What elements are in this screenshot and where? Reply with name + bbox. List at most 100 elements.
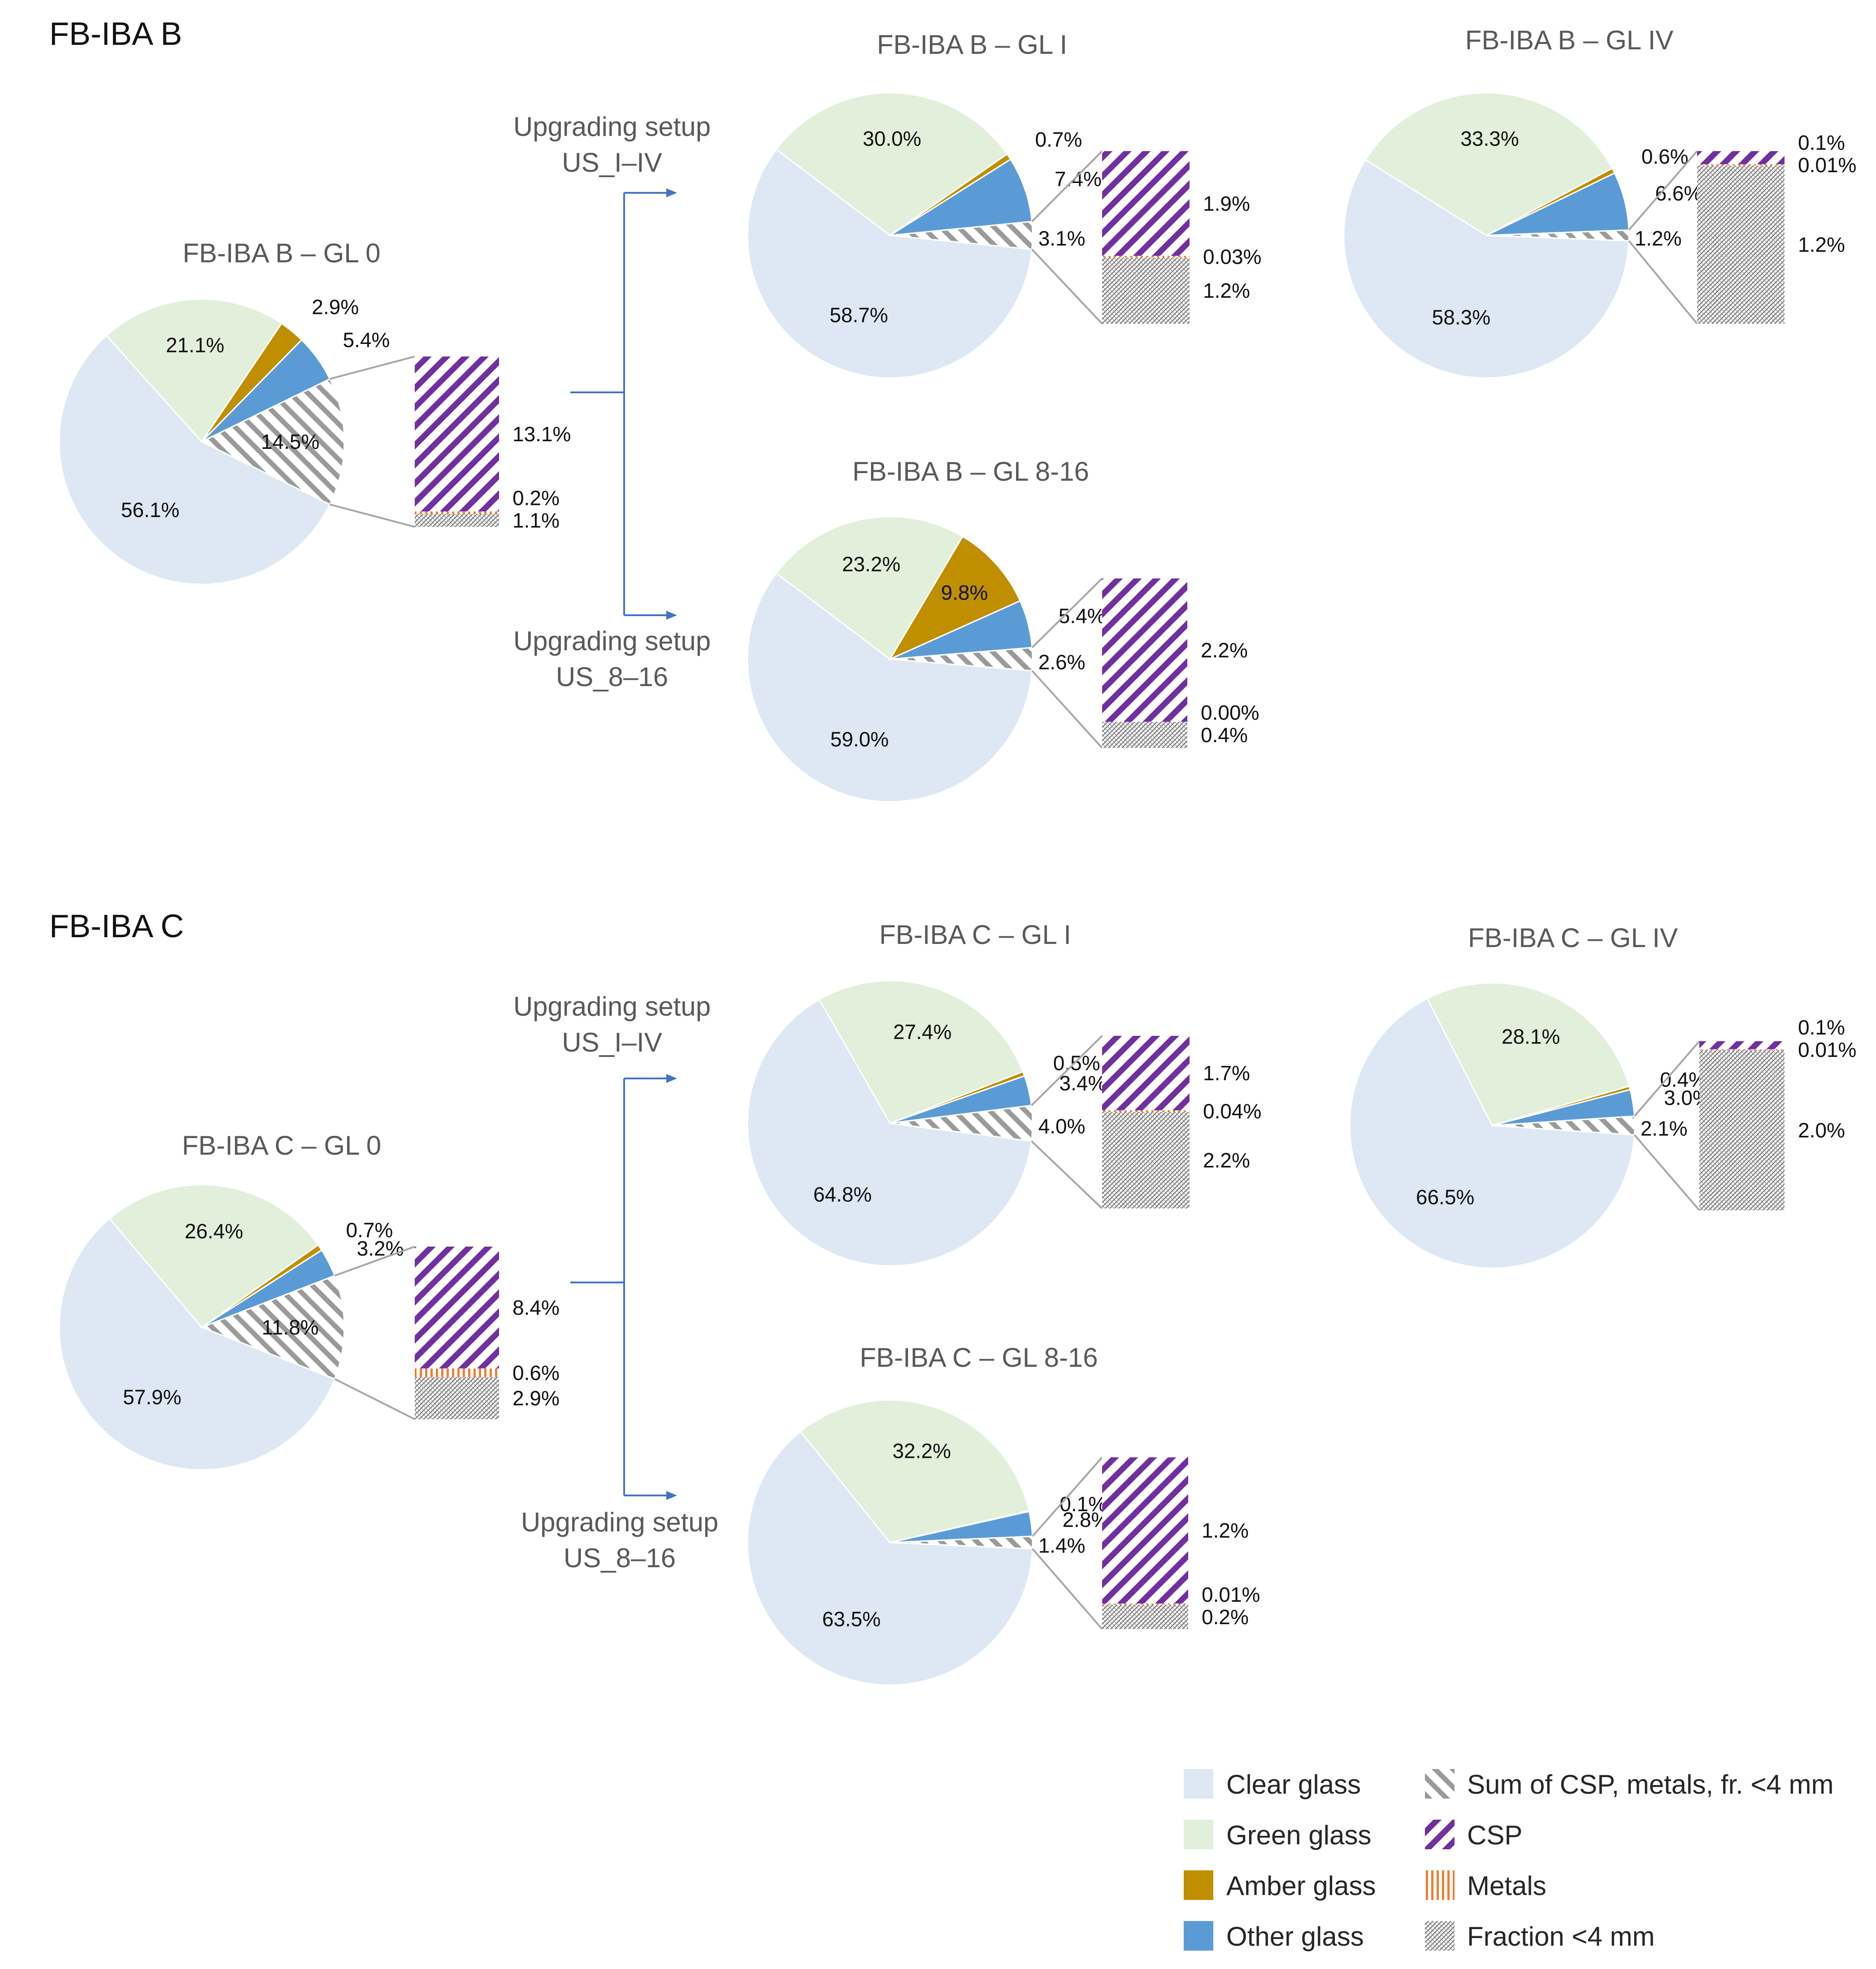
upgrading-label-c-1: Upgrading setup US_I–IV [513,991,711,1057]
slice-data-label: 32.2% [892,1439,951,1463]
slice-data-label: 3.4% [1060,1072,1107,1095]
bar-data-label: 0.00% [1201,701,1259,724]
legend-label-other: Other glass [1226,1921,1364,1952]
bar-segment-metals [1699,1049,1785,1050]
section-title-b: FB-IBA B [49,16,182,52]
connector-line-bottom [1031,670,1103,749]
slice-amber-glass [888,535,1021,661]
bar-segment-fraction [1102,1112,1190,1208]
slice-green-glass [799,1399,1030,1543]
chart-title: FB-IBA B – GL IV [1465,25,1674,55]
connector-line-top [1633,1040,1700,1117]
slice-data-label: 11.8% [262,1316,319,1339]
upgrading-label-line1: Upgrading setup [513,112,711,142]
legend-label-csp: CSP [1467,1820,1522,1850]
slice-data-label: 9.8% [941,581,988,604]
legend-swatch-sum [1425,1769,1455,1799]
bar-segment-csp [1102,1036,1190,1111]
slice-sum-csp-metals-fraction [200,378,345,505]
connector-line-bottom [1031,1140,1103,1209]
bar-segment-metals [415,1368,499,1378]
legend-swatch-metals [1425,1870,1455,1900]
connector-line-bottom [1628,240,1698,325]
bar-data-label: 0.03% [1203,245,1261,269]
bar-segment-csp [1102,1457,1188,1604]
connector-line-bottom [1633,1134,1700,1211]
slice-green-glass [775,92,1008,236]
flow-arrow-b [570,192,668,616]
slice-data-label: 7.4% [1055,167,1102,191]
slice-data-label: 14.5% [261,430,319,453]
bar-segment-csp [1697,151,1785,165]
flow-connectors [570,192,668,1496]
bar-data-label: 1.2% [1203,279,1250,302]
slice-data-label: 1.4% [1038,1534,1086,1557]
connector-line-top [1031,150,1103,222]
slice-sum-csp-metals-fraction [1492,1115,1636,1136]
slice-clear-glass [747,1430,1034,1686]
slice-data-label: 2.6% [1038,651,1086,674]
bar-segment-metals [1102,256,1190,258]
upgrading-label-line2: US_8–16 [564,1543,676,1573]
slice-clear-glass [747,148,1033,379]
bar-data-label: 1.1% [512,509,560,532]
legend-swatch-green [1184,1820,1213,1849]
pie-of-bar-chart: FB-IBA C – GL 0 11.8% 3.2%0.7% 26.4% 57.9% 8.… [58,1130,560,1471]
pie-of-bar-chart: FB-IBA B – GL 8-16 2.6% 5.4% 9.8% 23.2% 59.0%… [747,456,1259,803]
bar-segment-csp [1102,578,1187,722]
bar-data-label: 1.2% [1202,1519,1249,1542]
legend-swatch-clear [1184,1769,1213,1799]
slice-data-label: 0.5% [1053,1051,1100,1074]
slice-data-label: 1.2% [1635,227,1682,250]
slice-clear-glass [1343,159,1630,379]
legend-label-fraction: Fraction <4 mm [1467,1921,1655,1952]
connector-line-top [334,1246,415,1277]
slice-data-label: 57.9% [123,1385,181,1408]
slice-green-glass [109,1184,319,1329]
slice-other-glass [890,158,1033,236]
bar-data-label: 0.01% [1202,1583,1260,1606]
bar-segment-fraction [1697,165,1785,324]
slice-sum-csp-metals-fraction [890,647,1034,672]
slice-clear-glass [58,1217,336,1471]
slice-green-glass [818,980,1024,1124]
slice-data-label: 2.9% [312,296,359,319]
slice-clear-glass [58,335,331,585]
chart-title: FB-IBA B – GL 8-16 [852,456,1089,487]
slice-data-label: 0.1% [1060,1492,1107,1516]
connector-line-top [1031,578,1103,648]
bar-segment-csp [1699,1041,1785,1049]
bar-segment-fraction [1102,722,1187,748]
slice-data-label: 58.3% [1432,305,1490,329]
slice-green-glass [1426,982,1630,1126]
connector-line-bottom [1032,1548,1103,1630]
legend-label-metals: Metals [1467,1871,1546,1901]
upgrading-label-line1: Upgrading setup [521,1507,718,1537]
connector-line-bottom [1031,248,1103,325]
bar-data-label: 2.2% [1201,639,1248,662]
slice-data-label: 27.4% [893,1020,951,1043]
upgrading-label-line1: Upgrading setup [513,626,711,656]
slice-data-label: 23.2% [842,552,900,576]
slice-data-label: 2.1% [1641,1117,1688,1140]
slice-clear-glass [747,572,1033,803]
pie-of-bar-chart: FB-IBA B – GL IV 1.2% 6.6% 0.6% 33.3% 58.3% 0.… [1343,25,1856,379]
connector-line-bottom [334,1378,415,1420]
slice-data-label: 4.0% [1038,1115,1086,1138]
chart-title: FB-IBA B – GL I [877,30,1068,60]
bar-data-label: 1.2% [1798,233,1845,256]
slice-data-label: 21.1% [166,333,224,356]
upgrading-label-b-1: Upgrading setup US_I–IV [513,112,711,178]
slice-clear-glass [747,998,1033,1267]
upgrading-label-b-2: Upgrading setup US_8–16 [513,626,711,692]
slice-data-label: 56.1% [121,498,179,522]
legend-label-sum: Sum of CSP, metals, fr. <4 mm [1467,1769,1834,1799]
arrowhead-icon [666,611,677,620]
pie-of-bar-chart: FB-IBA B – GL 0 14.5% 5.4% 2.9% 21.1% 56.1% 13… [58,238,571,585]
slice-data-label: 63.5% [822,1607,881,1630]
slice-data-label: 58.7% [829,304,888,327]
legend-swatch-fraction [1425,1921,1455,1951]
connector-line-top [1628,150,1698,231]
bar-data-label: 0.6% [512,1361,560,1385]
slice-green-glass [105,298,282,443]
